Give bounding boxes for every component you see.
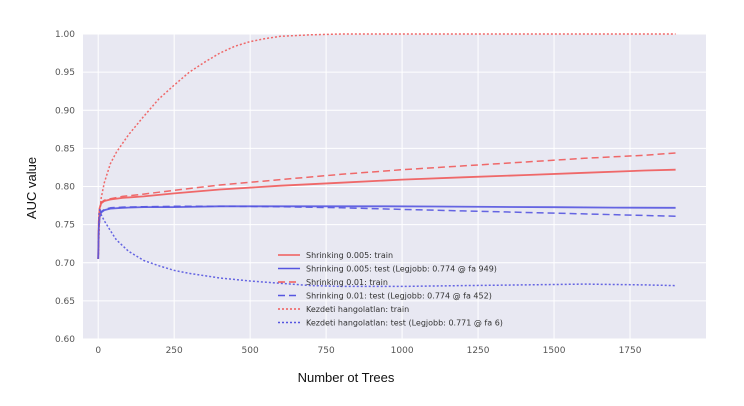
x-tick-label: 1500 [543, 346, 566, 356]
tick-labels: 0.60 0.65 0.70 0.75 0.80 0.85 0.90 0.95 1.00 0 250… [55, 30, 642, 356]
grid-lines [83, 33, 706, 340]
x-tick-label: 1750 [619, 346, 642, 356]
y-axis-title: AUC value [24, 157, 39, 219]
y-tick-label: 0.65 [55, 297, 75, 307]
series-lines [97, 33, 676, 288]
y-tick-label: 0.95 [55, 68, 75, 78]
legend: Shrinking 0.005: train Shrinking 0.005: t… [278, 251, 503, 328]
series-line-6 [97, 207, 676, 288]
legend-label-5: Kezdeti hangolatlan: train [306, 305, 409, 314]
x-tick-label: 1000 [391, 346, 414, 356]
y-tick-label: 1.00 [55, 30, 75, 40]
y-tick-label: 0.60 [55, 335, 75, 345]
legend-label-1: Shrinking 0.005: train [306, 251, 393, 260]
y-tick-label: 0.90 [55, 106, 75, 116]
legend-label-6: Kezdeti hangolatlan: test (Legjobb: 0.77… [306, 319, 503, 328]
series-line-3 [97, 152, 676, 259]
y-tick-label: 0.85 [55, 144, 75, 154]
y-tick-label: 0.70 [55, 259, 75, 269]
x-tick-label: 0 [95, 346, 101, 356]
x-tick-label: 1250 [467, 346, 490, 356]
legend-label-4: Shrinking 0.01: test (Legjobb: 0.774 @ f… [306, 292, 492, 301]
x-tick-label: 750 [318, 346, 335, 356]
y-tick-label: 0.75 [55, 221, 75, 231]
x-axis-title: Number ot Trees [298, 370, 395, 385]
series-line-4 [97, 205, 676, 259]
y-tick-label: 0.80 [55, 183, 75, 193]
legend-label-2: Shrinking 0.005: test (Legjobb: 0.774 @ … [306, 265, 497, 274]
x-tick-label: 250 [166, 346, 183, 356]
legend-label-3: Shrinking 0.01: train [306, 278, 388, 287]
x-tick-label: 500 [242, 346, 259, 356]
